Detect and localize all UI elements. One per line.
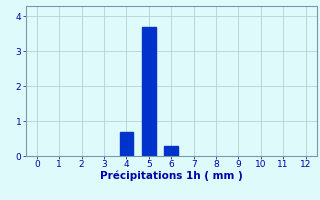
Bar bbox=[142, 27, 156, 156]
Bar bbox=[120, 132, 133, 156]
X-axis label: Précipitations 1h ( mm ): Précipitations 1h ( mm ) bbox=[100, 171, 243, 181]
Bar bbox=[164, 146, 178, 156]
